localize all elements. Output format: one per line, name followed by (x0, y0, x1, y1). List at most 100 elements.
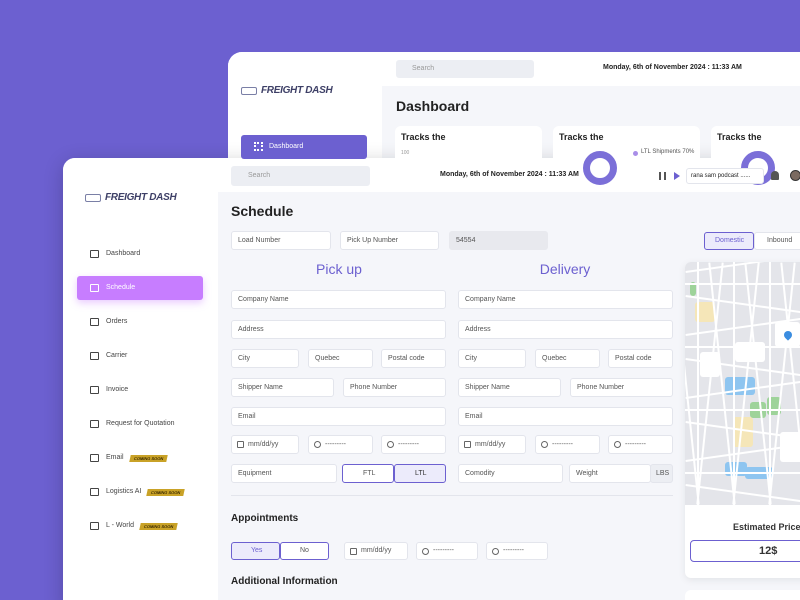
input-field[interactable]: Shipper Name (231, 378, 334, 397)
nav-item[interactable]: Logistics AI (106, 488, 142, 495)
input-field[interactable]: Postal code (381, 349, 446, 368)
podcast-player[interactable]: rana sam podcast ...... (686, 168, 764, 184)
card (395, 126, 542, 166)
card-title: Tracks the (401, 132, 446, 142)
logo-icon (241, 87, 257, 95)
unit-label[interactable]: LBS (650, 464, 673, 483)
input-field[interactable]: Phone Number (343, 378, 446, 397)
page-heading: Dashboard (396, 98, 470, 114)
date-time: Monday, 6th of November 2024 : 11:33 AM (603, 64, 742, 71)
input-field[interactable]: Equipment (231, 464, 337, 483)
nav-icon (90, 522, 99, 530)
input-field[interactable]: Weight (569, 464, 651, 483)
nav-icon (254, 142, 263, 151)
toggle-option[interactable]: LTL (394, 464, 446, 483)
logo: FREIGHT DASH (105, 192, 177, 203)
coming-soon-badge: COMING SOON (146, 489, 186, 496)
toggle-option[interactable]: Inbound (754, 232, 800, 250)
nav-icon (90, 352, 99, 360)
input-field[interactable]: mm/dd/yy (458, 435, 526, 454)
nav-item[interactable]: Schedule (106, 284, 136, 291)
clock-icon (492, 548, 499, 555)
input-field[interactable]: --------- (381, 435, 446, 454)
price-label: Estimated Price (733, 522, 800, 532)
map-road (685, 483, 800, 505)
coming-soon-badge: COMING SOON (129, 455, 169, 462)
clock-icon (387, 441, 394, 448)
input-field[interactable]: City (231, 349, 299, 368)
nav-item[interactable]: Invoice (106, 386, 129, 393)
input-field[interactable]: Email (231, 407, 446, 426)
input-field[interactable]: mm/dd/yy (344, 542, 408, 560)
input-field[interactable]: Address (231, 320, 446, 339)
nav-label: Dashboard (269, 143, 304, 150)
card-title: Tracks the (559, 132, 604, 142)
nav-icon (90, 318, 99, 326)
avatar[interactable] (790, 170, 800, 181)
input-field[interactable]: Pick Up Number (340, 231, 439, 250)
map-road (733, 262, 735, 505)
calendar-icon (350, 548, 357, 555)
input-field[interactable]: Quebec (308, 349, 373, 368)
input-field[interactable]: Company Name (231, 290, 446, 309)
input-field[interactable]: City (458, 349, 526, 368)
section-heading: Appointments (231, 513, 299, 524)
map-block (695, 302, 715, 322)
input-field[interactable]: --------- (608, 435, 673, 454)
map-road (769, 262, 771, 505)
nav-item[interactable]: L - World (106, 522, 135, 529)
clock-icon (422, 548, 429, 555)
toggle-option[interactable]: FTL (342, 464, 394, 483)
input-field[interactable]: --------- (535, 435, 600, 454)
input-field[interactable]: Postal code (608, 349, 673, 368)
section-heading: Pick up (316, 261, 362, 277)
input-field[interactable]: --------- (308, 435, 373, 454)
axis-label: 100 (401, 150, 410, 156)
nav-item[interactable]: Request for Quotation (106, 420, 175, 427)
legend-dot (633, 151, 638, 156)
input-field[interactable]: --------- (486, 542, 548, 560)
input-field[interactable]: Quebec (535, 349, 600, 368)
calendar-icon (464, 441, 471, 448)
input-field[interactable]: Shipper Name (458, 378, 561, 397)
map-road (685, 346, 800, 348)
map-road (697, 262, 699, 505)
toggle-option[interactable]: Domestic (704, 232, 754, 250)
input-field[interactable]: --------- (416, 542, 478, 560)
legend: LTL Shipments 70% (641, 149, 695, 155)
card-title: Tracks the (717, 132, 762, 142)
nav-icon (90, 454, 99, 462)
price-box[interactable]: 12$ (690, 540, 800, 562)
clock-icon (314, 441, 321, 448)
nav-item[interactable]: Email (106, 454, 124, 461)
next-card (685, 590, 800, 600)
divider (231, 495, 673, 496)
input-field[interactable]: Company Name (458, 290, 673, 309)
calendar-icon (237, 441, 244, 448)
nav-item[interactable]: Orders (106, 318, 128, 325)
search-box[interactable]: Search (231, 166, 370, 186)
input-field[interactable]: Load Number (231, 231, 331, 250)
toggle-option[interactable]: Yes (231, 542, 280, 560)
nav-item[interactable]: Carrier (106, 352, 128, 359)
input-field[interactable]: Comodity (458, 464, 563, 483)
input-field[interactable]: Address (458, 320, 673, 339)
search-box[interactable]: Search (396, 60, 534, 78)
clock-icon (541, 441, 548, 448)
input-field[interactable]: 54554 (449, 231, 548, 250)
sidebar (63, 158, 218, 600)
input-field[interactable]: Email (458, 407, 673, 426)
clock-icon (614, 441, 621, 448)
bell-icon[interactable] (771, 171, 779, 180)
pause-button[interactable] (659, 172, 666, 180)
play-button[interactable] (674, 172, 680, 180)
input-field[interactable]: Phone Number (570, 378, 673, 397)
nav-icon (90, 284, 99, 292)
nav-icon (90, 488, 99, 496)
map-block (733, 417, 753, 447)
nav-item[interactable]: Dashboard (106, 250, 141, 257)
toggle-option[interactable]: No (280, 542, 329, 560)
nav-icon (90, 386, 99, 394)
input-field[interactable]: mm/dd/yy (231, 435, 299, 454)
